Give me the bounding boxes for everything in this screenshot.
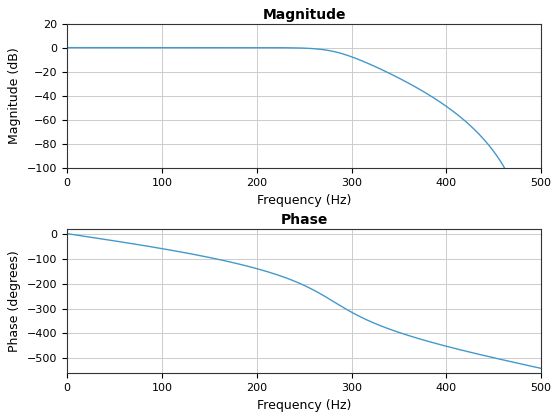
X-axis label: Frequency (Hz): Frequency (Hz) xyxy=(257,399,351,412)
Title: Phase: Phase xyxy=(281,213,328,228)
Title: Magnitude: Magnitude xyxy=(263,8,346,22)
Y-axis label: Magnitude (dB): Magnitude (dB) xyxy=(8,47,21,144)
Y-axis label: Phase (degrees): Phase (degrees) xyxy=(8,250,21,352)
X-axis label: Frequency (Hz): Frequency (Hz) xyxy=(257,194,351,207)
